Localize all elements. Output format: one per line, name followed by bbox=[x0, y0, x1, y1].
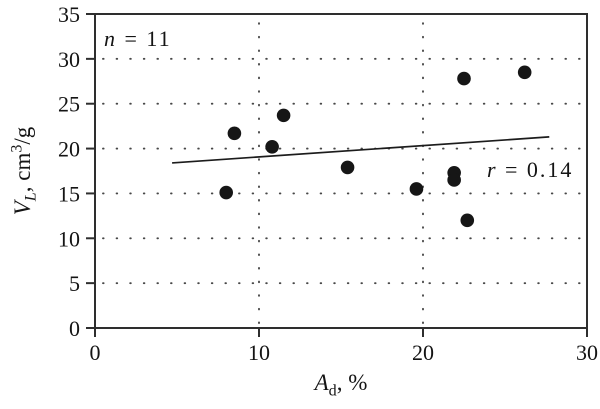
data-point bbox=[340, 160, 355, 175]
y-tick-label: 25 bbox=[58, 92, 80, 117]
y-tick-label: 35 bbox=[58, 2, 80, 27]
y-tick-label: 20 bbox=[58, 137, 80, 162]
data-point bbox=[276, 108, 291, 123]
x-axis-variable: A bbox=[314, 370, 329, 395]
data-point bbox=[265, 139, 279, 154]
y-tick-label: 30 bbox=[58, 47, 80, 72]
data-point bbox=[227, 126, 242, 141]
y-tick-label: 10 bbox=[58, 226, 80, 251]
trend-line bbox=[172, 136, 550, 164]
plot-frame bbox=[94, 13, 588, 329]
y-axis-unit-post: /g bbox=[10, 126, 35, 145]
x-axis-subscript: d bbox=[328, 382, 337, 400]
data-point bbox=[517, 65, 532, 80]
y-axis-variable: V bbox=[10, 201, 35, 216]
n-variable: n bbox=[104, 25, 118, 51]
r-variable: r bbox=[486, 157, 498, 183]
data-point bbox=[460, 213, 475, 228]
x-axis-label: Ad, % bbox=[95, 370, 587, 399]
sample-size-annotation: n = 11 bbox=[104, 27, 172, 50]
y-axis-unit-pre: , cm bbox=[10, 152, 35, 193]
y-tick-label: 0 bbox=[69, 316, 80, 341]
data-point bbox=[219, 185, 233, 200]
x-tick-label: 30 bbox=[576, 340, 598, 365]
x-tick-label: 10 bbox=[248, 340, 270, 365]
data-point bbox=[409, 182, 424, 196]
data-point bbox=[457, 71, 471, 86]
x-axis-unit: , % bbox=[336, 370, 368, 395]
x-tick-label: 20 bbox=[412, 340, 434, 365]
x-tick-label: 0 bbox=[90, 340, 101, 365]
correlation-annotation: r = 0.14 bbox=[487, 158, 573, 181]
y-axis-label: VL, cm3/g bbox=[8, 126, 39, 216]
data-point bbox=[447, 173, 461, 187]
y-tick-label: 5 bbox=[69, 271, 80, 296]
y-axis-subscript: L bbox=[22, 192, 40, 202]
r-value: = 0.14 bbox=[497, 157, 574, 183]
y-axis-superscript: 3 bbox=[8, 144, 26, 153]
n-value: = 11 bbox=[117, 25, 172, 51]
y-tick-label: 15 bbox=[58, 181, 80, 206]
